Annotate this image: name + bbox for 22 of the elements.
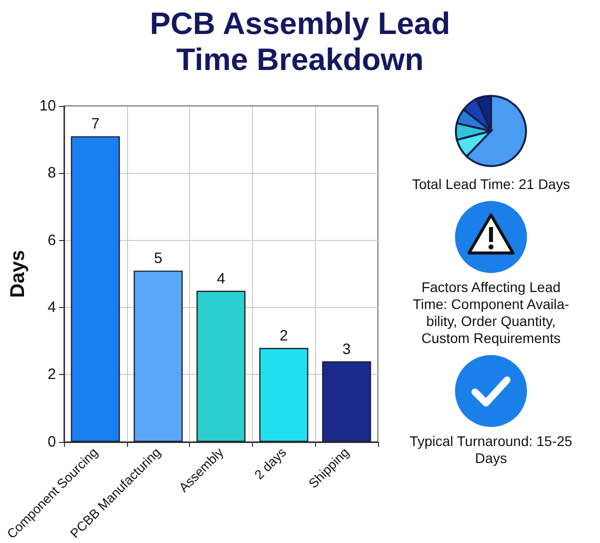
bar [322, 361, 372, 442]
text: Total Lead Time: 21 Days [411, 176, 571, 193]
annotation: 4 [216, 270, 226, 288]
x-tick-label: 2 days [251, 444, 290, 482]
y-tick-label: 10 [39, 98, 56, 114]
y-tick-label: 4 [48, 299, 56, 316]
bar [134, 270, 183, 442]
y-axis-title: Days [7, 250, 29, 298]
bar [196, 290, 246, 442]
annotation: 2 [280, 327, 288, 344]
chart-title: PCB Assembly Lead Time Breakdown [148, 6, 452, 78]
y-tick-label: 6 [48, 232, 56, 249]
annotation: 7 [91, 116, 100, 133]
y-tick-label: 0 [48, 433, 56, 450]
bar [70, 136, 120, 442]
annotation: 5 [154, 250, 162, 268]
y-tick-label: 8 [48, 164, 56, 182]
bar [259, 348, 308, 442]
text: Factors Affecting Lead Time: Component Availa-bility, Order Quantity, Custom Requirements [412, 279, 570, 347]
text: Typical Turnaround: 15-25 Days [408, 433, 574, 467]
y-tick-label: 2 [48, 366, 56, 384]
annotation: 3 [342, 340, 351, 358]
